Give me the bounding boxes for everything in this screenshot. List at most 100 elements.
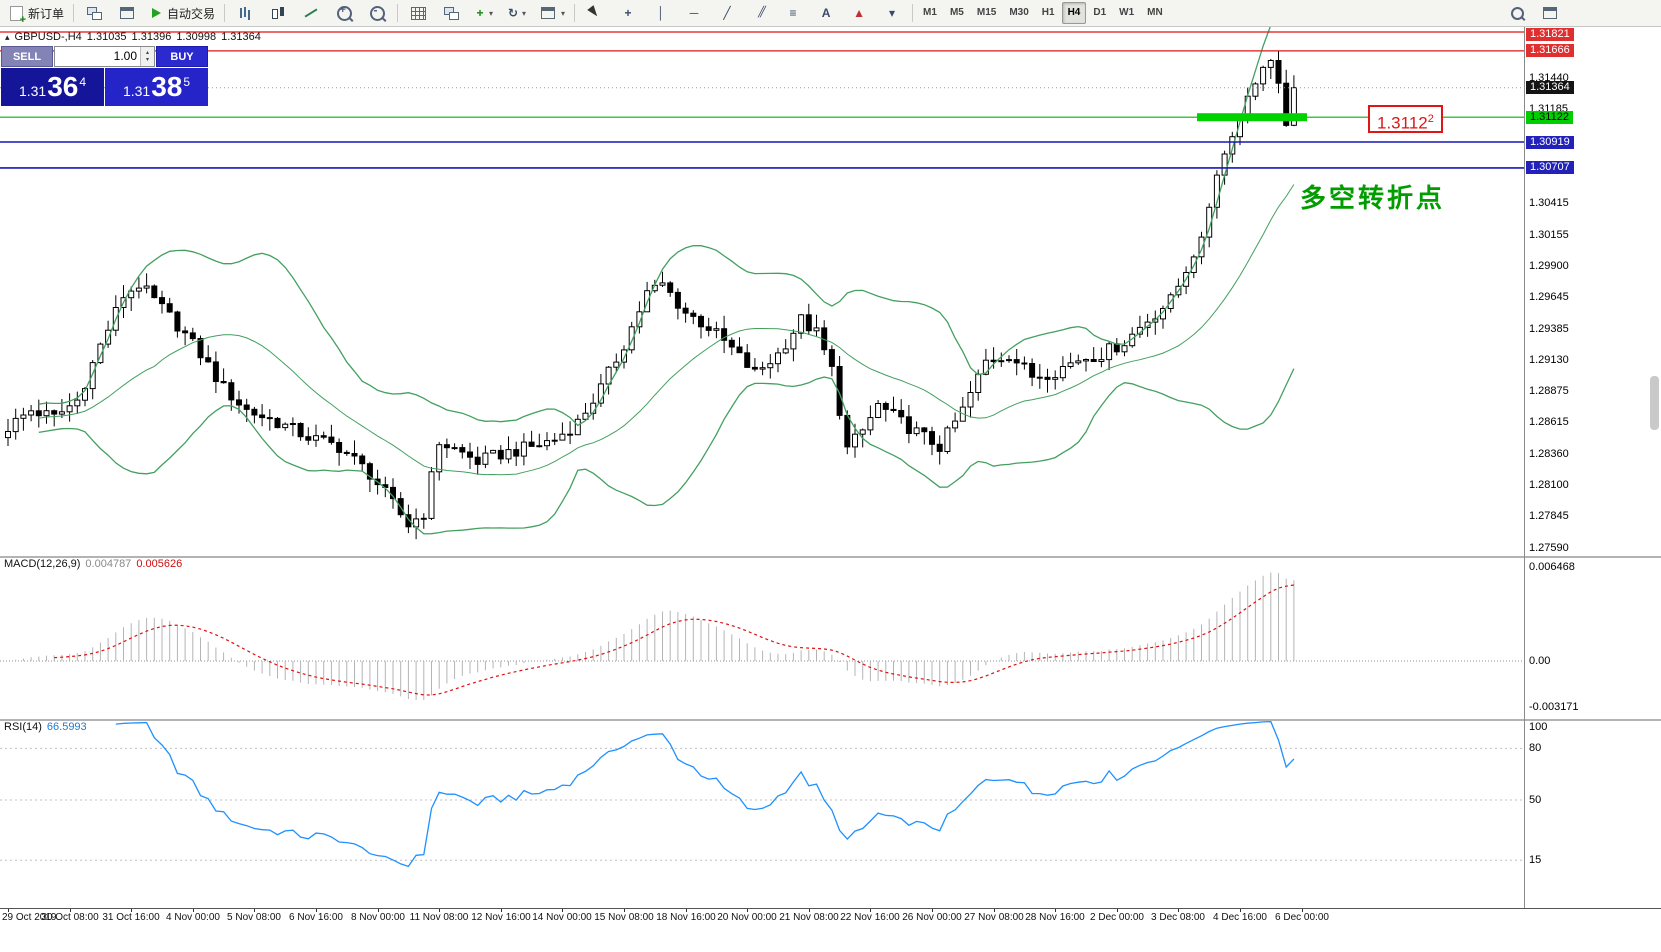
- bar-chart-icon[interactable]: [229, 1, 261, 25]
- macd-header: MACD(12,26,9) 0.004787 0.005626: [4, 558, 187, 570]
- price-axis-label-1.28100: 1.28100: [1529, 479, 1569, 491]
- tile-windows-icon-icon: [443, 5, 460, 21]
- timeframe-d1[interactable]: D1: [1093, 7, 1107, 18]
- macd-name: MACD(12,26,9): [4, 558, 81, 570]
- time-axis-label: 26 Nov 00:00: [902, 912, 962, 923]
- time-axis-label: 4 Nov 00:00: [166, 912, 220, 923]
- candlestick-chart-icon-icon: [270, 5, 286, 21]
- periods-button[interactable]: ↻ ▾: [501, 1, 533, 25]
- fibonacci-tool-glyph: ≡: [789, 6, 797, 20]
- volume-stepper[interactable]: ▴ ▾: [140, 47, 154, 66]
- callout-price: 1.3112: [1377, 113, 1428, 133]
- macd-axis-label--0.003171: -0.003171: [1529, 701, 1579, 713]
- buy-price-button[interactable]: 1.31 38 5: [105, 68, 208, 106]
- close-value: 1.31364: [221, 31, 261, 43]
- buy-button[interactable]: BUY: [156, 46, 208, 67]
- new-chart-icon[interactable]: [402, 1, 434, 25]
- arrows-tool[interactable]: ▲: [843, 1, 875, 25]
- time-axis-label: 29 Oct 2019: [2, 912, 57, 923]
- vertical-scrollbar[interactable]: [1650, 376, 1659, 430]
- time-axis-label: 14 Nov 00:00: [532, 912, 592, 923]
- time-axis-label: 28 Nov 16:00: [1025, 912, 1085, 923]
- new-order-icon: [10, 5, 26, 26]
- new-order-button[interactable]: 新订单: [3, 1, 69, 26]
- auto-trading-button[interactable]: 自动交易: [144, 1, 220, 25]
- sell-price-button[interactable]: 1.31 36 4: [1, 68, 104, 106]
- chart-profile-icon-icon: [1543, 7, 1557, 19]
- time-axis-tick: [131, 909, 132, 912]
- rsi-panel-splitter[interactable]: [0, 719, 1661, 721]
- zoom-in-icon-icon: [336, 4, 352, 21]
- rsi-indicator: [0, 720, 1524, 868]
- trendline-tool[interactable]: ╱: [711, 1, 743, 25]
- time-axis-tick: [193, 909, 194, 912]
- timeframe-w1[interactable]: W1: [1119, 7, 1135, 18]
- periods-button-caret-icon[interactable]: ▾: [522, 8, 527, 18]
- horizontal-level-lines: [0, 31, 1524, 169]
- price-level-callout[interactable]: 1.31122: [1368, 105, 1443, 133]
- zoom-in-icon[interactable]: [328, 1, 360, 25]
- time-axis-label: 30 Oct 08:00: [41, 912, 99, 923]
- channel-tool[interactable]: ╱╱: [744, 1, 776, 25]
- templates-button-caret-icon[interactable]: ▾: [561, 8, 566, 18]
- line-chart-icon-icon: [303, 5, 319, 21]
- timeframe-m30[interactable]: M30: [1009, 7, 1029, 18]
- turning-point-annotation[interactable]: 多空转折点: [1300, 183, 1446, 213]
- auto-trading-icon: [152, 8, 162, 18]
- charts-icon[interactable]: [78, 1, 110, 25]
- volume-field[interactable]: 1.00 ▴ ▾: [54, 46, 155, 67]
- timeframe-h1[interactable]: H1: [1041, 7, 1055, 18]
- volume-value[interactable]: 1.00: [113, 49, 137, 63]
- fibonacci-tool[interactable]: ≡: [777, 1, 809, 25]
- crosshair-tool-glyph: +: [624, 6, 632, 20]
- price-axis-label-1.31666: 1.31666: [1526, 44, 1574, 57]
- rsi-axis: 100 80 50 15: [1526, 0, 1659, 952]
- time-axis-tick: [624, 909, 625, 912]
- market-watch-icon[interactable]: [111, 1, 143, 25]
- price-axis-label-1.27590: 1.27590: [1529, 542, 1569, 554]
- search-icon[interactable]: [1501, 1, 1533, 25]
- time-axis-label: 11 Nov 08:00: [409, 912, 469, 923]
- price-axis-label-1.31821: 1.31821: [1526, 28, 1574, 41]
- horizontal-line-tool[interactable]: ─: [678, 1, 710, 25]
- time-axis-label: 15 Nov 08:00: [594, 912, 654, 923]
- indicators-button[interactable]: + ▾: [468, 1, 500, 25]
- one-click-collapse-icon[interactable]: ▴: [5, 32, 10, 42]
- time-axis-border: [0, 908, 1661, 909]
- timeframe-h4[interactable]: H4: [1061, 2, 1087, 24]
- buy-price-point: 5: [183, 75, 191, 89]
- time-axis-label: 2 Dec 00:00: [1090, 912, 1144, 923]
- vertical-line-tool[interactable]: │: [645, 1, 677, 25]
- chart-profile-icon[interactable]: [1534, 1, 1566, 25]
- macd-panel-splitter[interactable]: [0, 556, 1661, 558]
- arrows-tool-glyph: ▲: [853, 6, 865, 20]
- timeframe-m15[interactable]: M15: [976, 7, 997, 18]
- tile-windows-icon[interactable]: [435, 1, 467, 25]
- sell-button[interactable]: SELL: [1, 46, 53, 67]
- stepper-down-icon[interactable]: ▾: [145, 56, 149, 63]
- line-chart-icon[interactable]: [295, 1, 327, 25]
- templates-icon: [541, 7, 556, 19]
- time-axis-tick: [1117, 909, 1118, 912]
- time-axis-tick: [316, 909, 317, 912]
- timeframe-m1[interactable]: M1: [923, 7, 937, 18]
- time-axis-label: 6 Nov 16:00: [289, 912, 343, 923]
- candlestick-chart-icon[interactable]: [262, 1, 294, 25]
- toolbar: 新订单自动交易+▾↻▾▾+│─╱╱╱≡A▲▾M1M5M15M30H1H4D1W1…: [0, 0, 1661, 27]
- text-tool[interactable]: A: [810, 1, 842, 25]
- crosshair-tool[interactable]: +: [612, 1, 644, 25]
- timeframe-mn[interactable]: MN: [1147, 7, 1163, 18]
- time-axis-tick: [1055, 909, 1056, 912]
- cursor-tool[interactable]: [579, 1, 611, 25]
- timeframe-m5[interactable]: M5: [949, 7, 964, 18]
- objects-dropdown[interactable]: ▾: [876, 1, 908, 25]
- zoom-out-icon[interactable]: [361, 1, 393, 25]
- bollinger-bands: [38, 0, 1295, 535]
- indicators-button-caret-icon[interactable]: ▾: [489, 8, 494, 18]
- stepper-up-icon[interactable]: ▴: [145, 49, 149, 56]
- price-axis-label-1.30155: 1.30155: [1529, 229, 1569, 241]
- toolbar-separator: [912, 4, 914, 22]
- templates-button[interactable]: ▾: [534, 1, 570, 25]
- new-chart-icon-icon: [410, 6, 426, 20]
